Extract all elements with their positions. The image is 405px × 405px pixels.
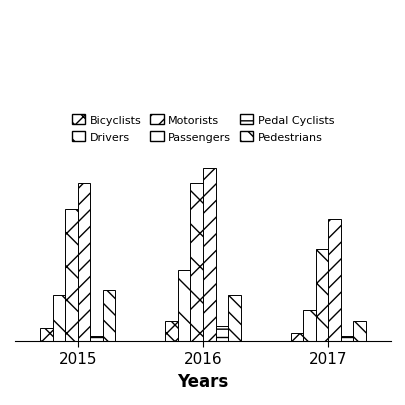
Bar	[352, 321, 365, 341]
Bar	[53, 295, 65, 341]
Bar	[177, 270, 190, 341]
Bar	[102, 290, 115, 341]
Bar	[190, 183, 202, 341]
Bar	[290, 334, 303, 341]
Bar	[90, 336, 102, 341]
Bar	[202, 168, 215, 341]
Bar	[228, 295, 240, 341]
Bar	[65, 209, 77, 341]
Bar	[340, 336, 352, 341]
Bar	[165, 321, 177, 341]
Bar	[303, 311, 315, 341]
Bar	[315, 249, 328, 341]
X-axis label: Years: Years	[177, 372, 228, 390]
Bar	[77, 183, 90, 341]
Legend: Bicyclists, Drivers, Motorists, Passengers, Pedal Cyclists, Pedestrians: Bicyclists, Drivers, Motorists, Passenge…	[67, 111, 338, 147]
Bar	[40, 328, 53, 341]
Bar	[215, 326, 228, 341]
Bar	[328, 219, 340, 341]
